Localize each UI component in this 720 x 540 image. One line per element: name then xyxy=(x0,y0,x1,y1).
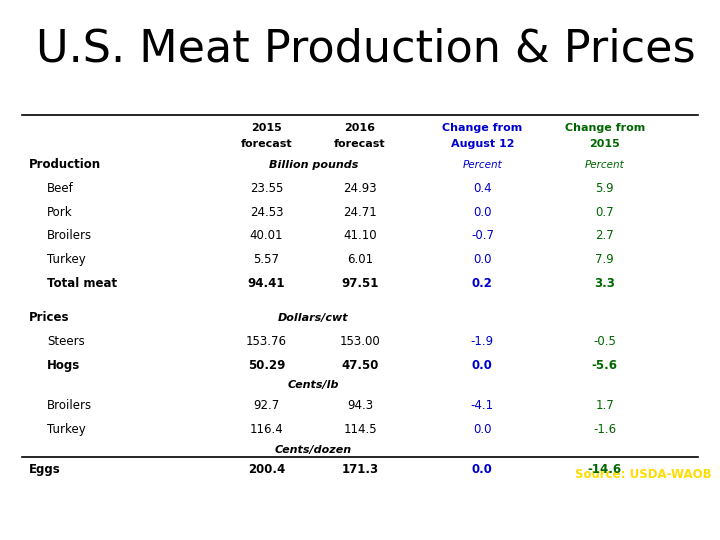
Text: 94.41: 94.41 xyxy=(248,277,285,290)
Text: Turkey: Turkey xyxy=(47,253,86,266)
Text: 7.9: 7.9 xyxy=(595,253,614,266)
Text: August 12: August 12 xyxy=(451,139,514,150)
Text: Beef: Beef xyxy=(47,182,73,195)
Text: Change from: Change from xyxy=(564,123,645,133)
Text: -1.9: -1.9 xyxy=(471,335,494,348)
Text: Billion pounds: Billion pounds xyxy=(269,160,358,170)
Text: 97.51: 97.51 xyxy=(341,277,379,290)
Text: 94.3: 94.3 xyxy=(347,399,373,412)
Text: 5.9: 5.9 xyxy=(595,182,614,195)
Text: 24.53: 24.53 xyxy=(250,206,283,219)
Text: 171.3: 171.3 xyxy=(341,463,379,476)
Text: Broilers: Broilers xyxy=(47,230,92,242)
Text: 24.71: 24.71 xyxy=(343,206,377,219)
Text: 200.4: 200.4 xyxy=(248,463,285,476)
Text: 6.01: 6.01 xyxy=(347,253,373,266)
Text: 153.00: 153.00 xyxy=(340,335,380,348)
Text: forecast: forecast xyxy=(240,139,292,150)
Text: -0.5: -0.5 xyxy=(593,335,616,348)
Text: 0.0: 0.0 xyxy=(473,253,492,266)
Text: 0.2: 0.2 xyxy=(472,277,492,290)
Text: 0.0: 0.0 xyxy=(472,463,492,476)
Text: Source: USDA-WAOB: Source: USDA-WAOB xyxy=(575,468,711,481)
Text: Change from: Change from xyxy=(442,123,523,133)
Text: Total meat: Total meat xyxy=(47,277,117,290)
Text: 0.0: 0.0 xyxy=(472,359,492,372)
Text: Production: Production xyxy=(29,158,101,171)
Text: forecast: forecast xyxy=(334,139,386,150)
Text: -0.7: -0.7 xyxy=(471,230,494,242)
Text: Cents/lb: Cents/lb xyxy=(287,381,339,390)
Text: 0.0: 0.0 xyxy=(473,206,492,219)
Text: -5.6: -5.6 xyxy=(592,359,618,372)
Text: 0.4: 0.4 xyxy=(473,182,492,195)
Text: 24.93: 24.93 xyxy=(343,182,377,195)
Text: Ag Decision Maker: Ag Decision Maker xyxy=(520,510,711,528)
Text: Percent: Percent xyxy=(585,160,625,170)
Text: Steers: Steers xyxy=(47,335,84,348)
Text: 50.29: 50.29 xyxy=(248,359,285,372)
Text: Prices: Prices xyxy=(29,311,69,325)
Text: 0.7: 0.7 xyxy=(595,206,614,219)
Text: Dollars/cwt: Dollars/cwt xyxy=(278,313,348,323)
Text: 2016: 2016 xyxy=(344,123,376,133)
Text: Iowa State University: Iowa State University xyxy=(9,470,242,488)
Text: -1.6: -1.6 xyxy=(593,423,616,436)
Text: 40.01: 40.01 xyxy=(250,230,283,242)
Text: 2015: 2015 xyxy=(251,123,282,133)
Text: Cents/dozen: Cents/dozen xyxy=(274,444,352,455)
Text: 3.3: 3.3 xyxy=(595,277,615,290)
Text: Hogs: Hogs xyxy=(47,359,80,372)
Text: 5.57: 5.57 xyxy=(253,253,279,266)
Text: -4.1: -4.1 xyxy=(471,399,494,412)
Text: -14.6: -14.6 xyxy=(588,463,622,476)
Text: 92.7: 92.7 xyxy=(253,399,279,412)
Text: Eggs: Eggs xyxy=(29,463,60,476)
Text: Turkey: Turkey xyxy=(47,423,86,436)
Text: 114.5: 114.5 xyxy=(343,423,377,436)
Text: Pork: Pork xyxy=(47,206,73,219)
Text: 2015: 2015 xyxy=(590,139,620,150)
Text: Broilers: Broilers xyxy=(47,399,92,412)
Text: Extension and Outreach/Department of Economics: Extension and Outreach/Department of Eco… xyxy=(9,516,261,526)
Text: 2.7: 2.7 xyxy=(595,230,614,242)
Text: 41.10: 41.10 xyxy=(343,230,377,242)
Text: 0.0: 0.0 xyxy=(473,423,492,436)
Text: 116.4: 116.4 xyxy=(250,423,283,436)
Text: 1.7: 1.7 xyxy=(595,399,614,412)
Text: 47.50: 47.50 xyxy=(341,359,379,372)
Text: 23.55: 23.55 xyxy=(250,182,283,195)
Text: 153.76: 153.76 xyxy=(246,335,287,348)
Text: Percent: Percent xyxy=(462,160,503,170)
Text: U.S. Meat Production & Prices: U.S. Meat Production & Prices xyxy=(36,27,696,70)
